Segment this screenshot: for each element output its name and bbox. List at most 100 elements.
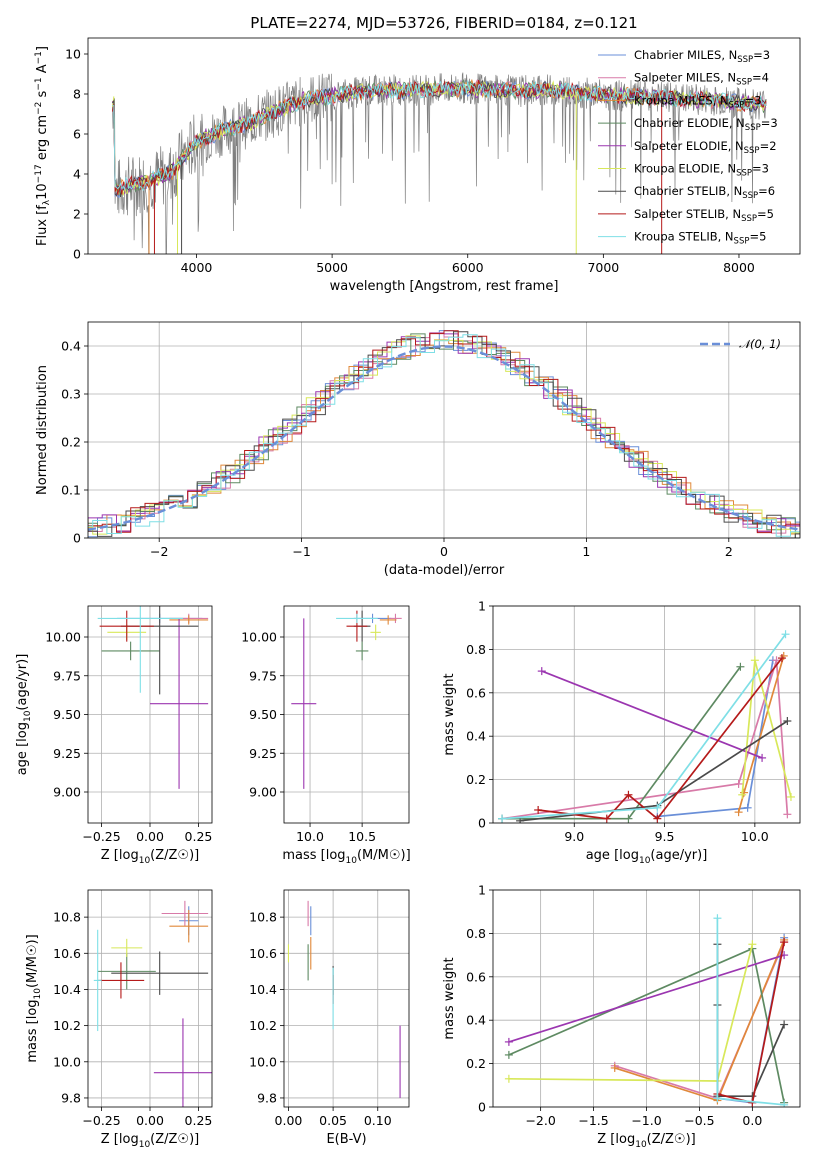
y-tick-label: 0.8: [466, 642, 486, 657]
weight-plot-area: [498, 630, 795, 823]
legend-label: Kroupa STELIB, NSSP=5: [634, 230, 766, 247]
axes-frame: [87, 889, 213, 1108]
errorbar-plot-area: [287, 900, 401, 1098]
weight-line: [508, 954, 785, 1043]
y-tick-label: 10.8: [249, 910, 277, 925]
axes-frame: [283, 605, 410, 824]
y-axis-label: mass weight: [442, 673, 457, 755]
legend-label: Kroupa MILES, NSSP=3: [634, 93, 761, 110]
legend-label: Salpeter ELODIE, NSSP=2: [634, 139, 777, 156]
x-tick-label: 0.25: [185, 829, 213, 844]
y-tick-label: 0.2: [466, 772, 486, 787]
y-axis-label: Flux [fλ10−17 erg cm−2 s−1 A−1]: [34, 46, 52, 246]
x-axis-label: (data-model)/error: [384, 563, 505, 578]
x-tick-label: 0.00: [275, 1113, 303, 1128]
y-tick-label: 0: [478, 1100, 486, 1115]
legend-label: 𝒩(0, 1): [739, 337, 781, 351]
y-axis-label: Normed distribution: [35, 365, 50, 495]
x-tick-label: 0.25: [185, 1113, 213, 1128]
y-tick-label: 10.6: [53, 946, 81, 961]
y-tick-label: 0: [73, 247, 81, 262]
y-tick-label: 6: [73, 127, 81, 142]
x-axis-label: Z [log10(Z/Z☉)]: [101, 848, 199, 866]
x-tick-label: 4000: [181, 260, 213, 275]
y-tick-label: 10.6: [249, 946, 277, 961]
y-tick-label: 0: [73, 531, 81, 546]
x-tick-label: 6000: [452, 260, 484, 275]
x-axis-label: E(B-V): [326, 1132, 366, 1147]
x-axis-label: Z [log10(Z/Z☉)]: [597, 1132, 695, 1150]
x-tick-label: 9.5: [655, 829, 675, 844]
weight-vs-age-chart: 9.0 9.5 10.0 0 0.2 0.4 0.6 0.8 1 age [log10(age/y…: [442, 599, 801, 866]
y-tick-label: 1: [478, 883, 486, 898]
y-axis-label: mass weight: [442, 957, 457, 1039]
y-tick-label: 0: [478, 816, 486, 831]
x-tick-label: 10.0: [296, 829, 324, 844]
spectrum-chart: 4000 5000 6000 7000 8000 0 2 4 6 8 10 wavelength [A…: [34, 37, 801, 294]
y-tick-label: 9.25: [249, 746, 277, 761]
x-tick-label: 7000: [587, 260, 619, 275]
figure-title: PLATE=2274, MJD=53726, FIBERID=0184, z=0…: [250, 14, 637, 32]
y-tick-label: 0.2: [466, 1056, 486, 1071]
y-tick-label: 9.75: [249, 668, 277, 683]
x-tick-label: −1: [292, 544, 310, 559]
x-tick-label: −0.25: [82, 829, 120, 844]
y-axis-label: age [log10(age/yr)]: [15, 654, 33, 776]
x-tick-label: 0.00: [136, 1113, 164, 1128]
y-tick-label: 10.2: [53, 1018, 81, 1033]
x-axis-label: wavelength [Angstrom, rest frame]: [330, 279, 559, 294]
x-axis-label: Z [log10(Z/Z☉)]: [101, 1132, 199, 1150]
x-tick-label: 2: [725, 544, 733, 559]
y-tick-label: 10.00: [241, 630, 277, 645]
y-tick-label: 9.25: [53, 746, 81, 761]
x-tick-label: −1.5: [578, 1113, 608, 1128]
y-tick-label: 9.8: [61, 1090, 81, 1105]
x-tick-label: −0.25: [82, 1113, 120, 1128]
weight-line: [501, 660, 789, 820]
y-tick-label: 8: [73, 87, 81, 102]
x-tick-label: −2: [150, 544, 168, 559]
residuals-histogram: −2 −1 0 1 2 0 0.1 0.2 0.3 0.4 (data-model)/error No…: [35, 321, 801, 578]
model-spectrum-line: [112, 80, 767, 191]
x-tick-label: −0.5: [684, 1113, 714, 1128]
legend-label: Salpeter STELIB, NSSP=5: [634, 207, 774, 224]
x-tick-label: 0.10: [364, 1113, 392, 1128]
y-tick-label: 9.00: [249, 785, 277, 800]
y-tick-label: 0.4: [466, 729, 486, 744]
weight-line: [541, 670, 763, 759]
y-tick-label: 0.8: [466, 926, 486, 941]
axes-frame: [87, 37, 801, 255]
y-tick-label: 0.4: [61, 339, 81, 354]
y-tick-label: 0.6: [466, 969, 486, 984]
mass-vs-ebv-chart: 0.00 0.05 0.10 9.8 10.0 10.2 10.4 10.6 10.8 E(B-V…: [249, 889, 410, 1147]
histogram-plot-area: [88, 330, 800, 538]
y-tick-label: 0.4: [466, 1013, 486, 1028]
weight-vs-metallicity-chart: −2.0 −1.5 −1.0 −0.5 0.0 0 0.2 0.4 0.6 0.8 1 Z [log1…: [442, 883, 801, 1150]
y-tick-label: 0.3: [61, 387, 81, 402]
x-tick-label: 10.0: [741, 829, 769, 844]
y-tick-label: 9.8: [257, 1090, 277, 1105]
histogram-step-line: [88, 334, 800, 537]
y-tick-label: 10.8: [53, 910, 81, 925]
weight-plot-area: [504, 914, 789, 1107]
legend-label: Salpeter MILES, NSSP=4: [634, 71, 769, 88]
y-tick-label: 2: [73, 207, 81, 222]
errorbar-plot-area: [93, 900, 212, 1107]
errorbar-plot-area: [291, 610, 402, 789]
x-tick-label: 9.0: [564, 829, 584, 844]
x-tick-label: −2.0: [525, 1113, 555, 1128]
spectrum-plot-area: [111, 72, 767, 254]
y-tick-label: 10.00: [45, 630, 81, 645]
x-tick-label: 1: [582, 544, 590, 559]
axes-frame: [283, 889, 410, 1108]
x-tick-label: 8000: [723, 260, 755, 275]
mass-vs-metallicity-chart: −0.25 0.00 0.25 9.8 10.0 10.2 10.4 10.6 10.8 Z [l…: [25, 889, 213, 1150]
y-tick-label: 10.0: [249, 1054, 277, 1069]
y-axis-label: mass [log10(M/M☉)]: [25, 934, 43, 1062]
gaussian-reference-curve: [88, 345, 800, 531]
x-tick-label: 0.05: [319, 1113, 347, 1128]
x-axis-label: mass [log10(M/M☉)]: [282, 848, 410, 866]
y-tick-label: 10.0: [53, 1054, 81, 1069]
y-tick-label: 9.75: [53, 668, 81, 683]
